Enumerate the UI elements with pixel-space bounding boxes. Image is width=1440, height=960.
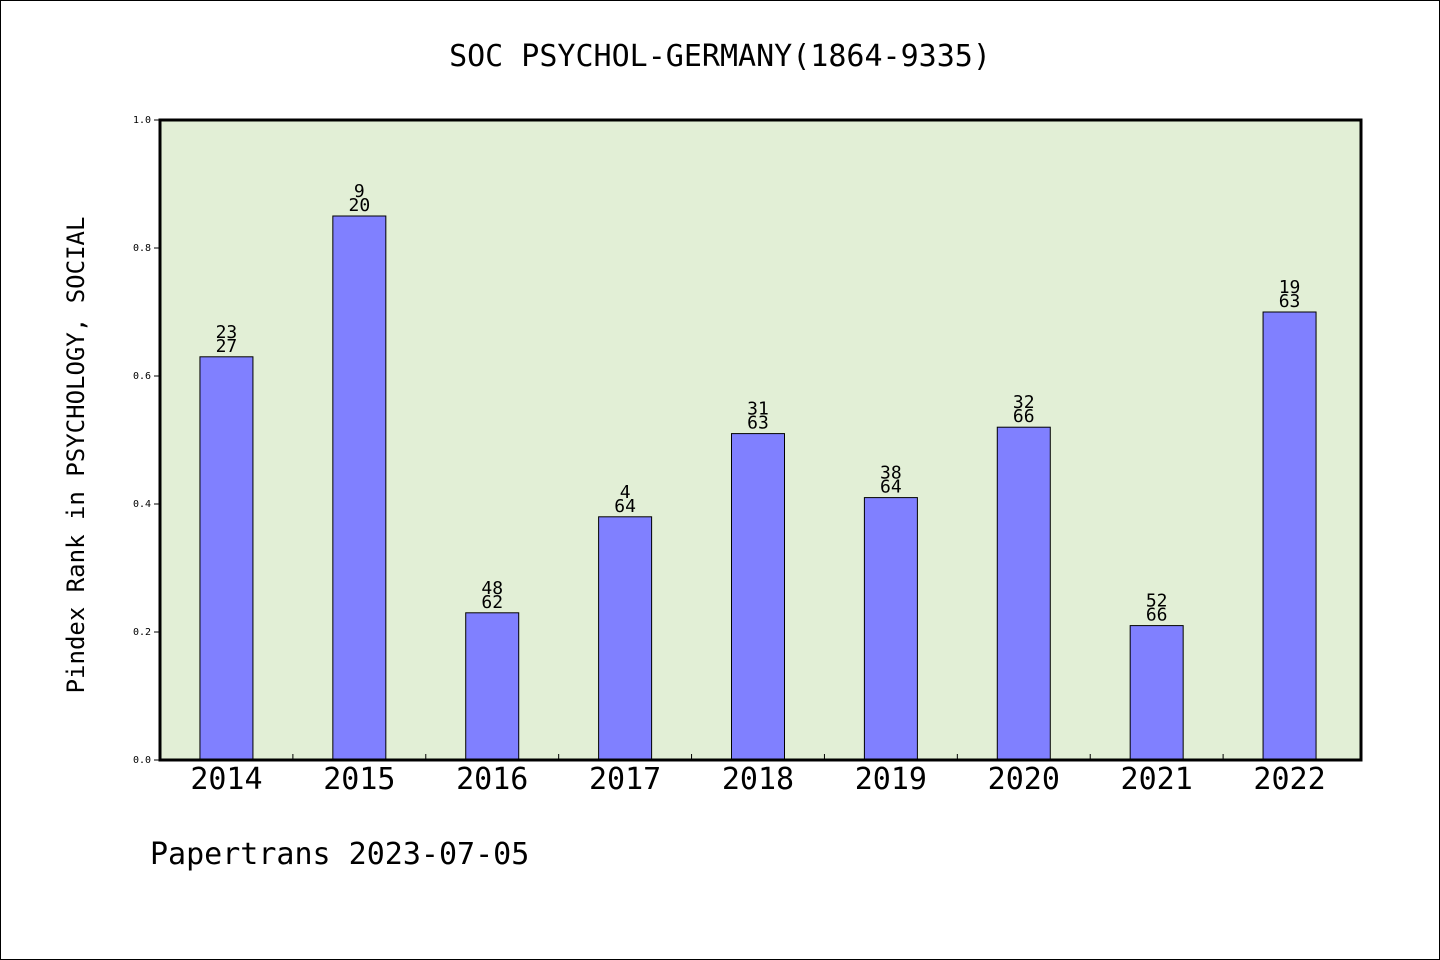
y-tick-label-0.0: 0.0 xyxy=(133,755,151,766)
bar-2022 xyxy=(1262,311,1317,761)
y-tick-label-0.4: 0.4 xyxy=(133,499,151,510)
y-axis-label: Pindex Rank in PSYCHOLOGY, SOCIAL xyxy=(62,217,90,694)
bar-label-bottom-2016: 62 xyxy=(481,592,503,613)
y-tick-label-0.2: 0.2 xyxy=(133,627,151,638)
bar-label-bottom-2015: 20 xyxy=(348,195,370,216)
x-tick-label-2016: 2016 xyxy=(456,762,528,797)
bar-label-top-2017: 4 xyxy=(620,482,631,503)
bar-2019 xyxy=(863,497,918,761)
y-ticks-group: 0.0 0.2 0.4 0.6 0.8 1.0 xyxy=(133,115,160,766)
bar-label-top-2016: 48 xyxy=(481,578,503,599)
bar-label-bottom-2019: 64 xyxy=(880,477,902,498)
bar-label-top-2018: 31 xyxy=(747,399,769,420)
bar-2016 xyxy=(465,612,520,761)
bar-2020 xyxy=(996,426,1051,761)
bar-label-top-2015: 9 xyxy=(354,181,365,202)
x-tick-label-2014: 2014 xyxy=(190,762,262,797)
chart-title: SOC PSYCHOL-GERMANY(1864-9335) xyxy=(449,39,991,74)
bar-label-top-2022: 19 xyxy=(1279,277,1301,298)
y-tick-label-0.8: 0.8 xyxy=(133,243,151,254)
x-tick-label-2017: 2017 xyxy=(589,762,661,797)
bar-label-top-2020: 32 xyxy=(1013,392,1035,413)
bar-2021 xyxy=(1129,625,1184,761)
bar-label-bottom-2022: 63 xyxy=(1279,291,1301,312)
bar-label-bottom-2020: 66 xyxy=(1013,406,1035,427)
bar-2015 xyxy=(332,215,387,761)
x-ticks-group: 2014 2015 2016 2017 2018 2019 2020 2021 2022 xyxy=(190,754,1326,797)
y-tick-label-1.0: 1.0 xyxy=(133,115,151,126)
footer-credit: Papertrans 2023-07-05 xyxy=(150,837,529,872)
x-tick-label-2020: 2020 xyxy=(988,762,1060,797)
plot-border xyxy=(158,118,1363,762)
y-tick-label-0.6: 0.6 xyxy=(133,371,151,382)
bar-label-top-2021: 52 xyxy=(1146,591,1168,612)
bar-label-top-2019: 38 xyxy=(880,463,902,484)
x-tick-label-2021: 2021 xyxy=(1121,762,1193,797)
bar-label-bottom-2014: 27 xyxy=(216,336,238,357)
bar-label-bottom-2021: 66 xyxy=(1146,605,1168,626)
bar-label-bottom-2018: 63 xyxy=(747,413,769,434)
x-tick-label-2022: 2022 xyxy=(1253,762,1325,797)
x-tick-label-2018: 2018 xyxy=(722,762,794,797)
bar-2018 xyxy=(731,433,785,761)
x-tick-label-2019: 2019 xyxy=(855,762,927,797)
bar-2017 xyxy=(598,516,653,761)
x-tick-label-2015: 2015 xyxy=(323,762,395,797)
bar-2014 xyxy=(199,356,254,761)
bar-label-top-2014: 23 xyxy=(216,322,238,343)
bar-label-bottom-2017: 64 xyxy=(614,496,636,517)
